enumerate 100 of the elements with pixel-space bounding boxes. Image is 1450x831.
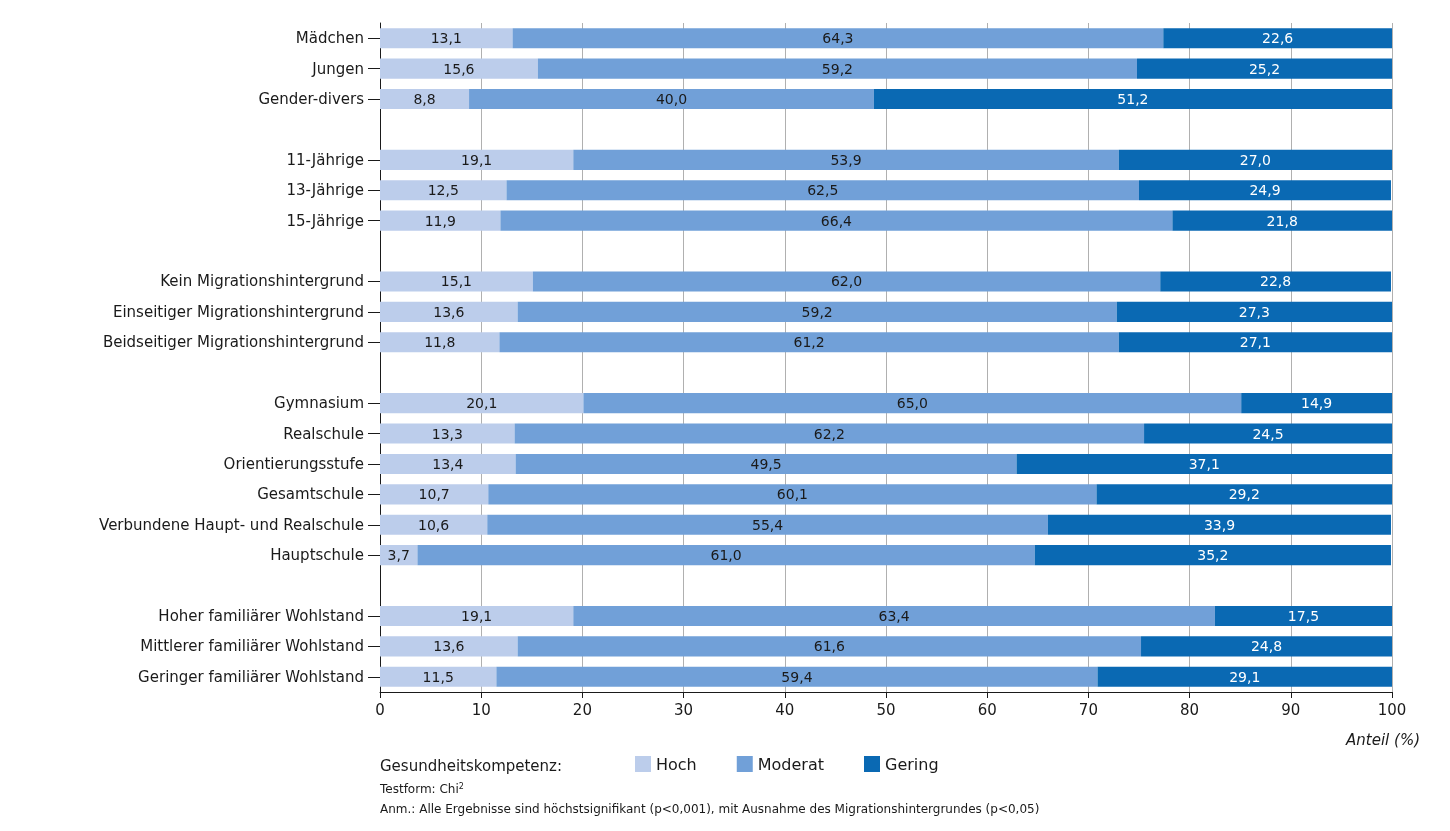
data-label: 27,1 <box>1239 334 1271 351</box>
bar <box>1144 423 1392 444</box>
data-label: 62,0 <box>830 273 863 290</box>
data-label: 11,9 <box>424 212 456 229</box>
bar <box>537 58 1137 79</box>
bar <box>1047 514 1391 535</box>
bar <box>517 636 1142 657</box>
data-label: 14,9 <box>1301 395 1333 412</box>
data-label: 19,1 <box>461 151 493 168</box>
data-label: 37,1 <box>1188 455 1220 472</box>
bar <box>515 453 1017 474</box>
bar <box>1172 210 1392 231</box>
data-label: 61,6 <box>813 638 846 655</box>
data-label: 66,4 <box>820 212 853 229</box>
bar <box>1160 271 1391 292</box>
data-label: 61,2 <box>793 334 825 351</box>
bar <box>573 149 1119 170</box>
y-tick-label: Geringer familiärer Wohlstand <box>138 667 364 686</box>
bar <box>380 210 501 231</box>
data-label: 27,3 <box>1238 303 1270 320</box>
bar <box>380 636 518 657</box>
bar <box>380 28 513 49</box>
x-axis-title: Anteil (%) <box>1345 730 1421 749</box>
data-label: 13,3 <box>431 425 463 442</box>
x-tick-label: 100 <box>1377 700 1407 719</box>
bar <box>380 271 533 292</box>
bar <box>1141 636 1392 657</box>
data-label: 13,4 <box>432 455 464 472</box>
data-label: 8,8 <box>413 91 436 108</box>
data-label: 59,2 <box>801 303 833 320</box>
x-tick-label: 40 <box>775 700 795 719</box>
data-label: 24,5 <box>1252 425 1284 442</box>
bar <box>1214 605 1392 627</box>
bar <box>417 545 1035 566</box>
data-label: 11,5 <box>422 668 454 685</box>
x-tick-label: 90 <box>1281 700 1301 719</box>
legend-title: Gesundheitskompetenz: <box>380 756 563 775</box>
bar <box>380 332 500 353</box>
data-label: 15,6 <box>443 60 475 77</box>
data-label: 59,4 <box>781 668 813 685</box>
bar <box>380 423 515 444</box>
x-tick-label: 30 <box>674 700 694 719</box>
data-label: 21,8 <box>1266 212 1298 229</box>
bar <box>1096 484 1392 505</box>
bar <box>496 666 1098 687</box>
y-tick-label: Gesamtschule <box>257 485 364 504</box>
legend-label: Hoch <box>656 754 697 774</box>
bar <box>506 180 1139 201</box>
data-label: 62,2 <box>813 425 845 442</box>
bar <box>380 88 470 110</box>
bar <box>517 301 1117 322</box>
bar <box>1097 666 1392 687</box>
y-tick-label: 15-Jährige <box>286 211 364 230</box>
bar <box>512 28 1164 49</box>
bar <box>500 210 1173 231</box>
y-tick-label: Gymnasium <box>274 394 364 413</box>
data-label: 59,2 <box>821 60 854 77</box>
data-label: 29,1 <box>1229 668 1261 685</box>
x-tick-label: 20 <box>572 700 592 719</box>
y-tick-label: Mittlerer familiärer Wohlstand <box>140 637 364 656</box>
y-tick-label: 13-Jährige <box>286 181 364 200</box>
x-tick-label: 80 <box>1180 700 1200 719</box>
bar <box>380 453 516 474</box>
data-label: 12,5 <box>427 182 459 199</box>
data-label: 24,8 <box>1250 638 1283 655</box>
data-label: 49,5 <box>750 455 782 472</box>
bar <box>1163 28 1392 49</box>
bar <box>532 271 1161 292</box>
bar <box>514 423 1145 444</box>
bar <box>380 666 497 687</box>
data-label: 40,0 <box>655 91 688 108</box>
data-label: 13,1 <box>430 30 462 47</box>
text: Anm.: Alle Ergebnisse sind höchstsignifikant (p<0,001), mit Ausnahme des Migrationshintergrundes (p<0,05) <box>380 802 1040 816</box>
y-tick-label: Hoher familiärer Wohlstand <box>158 606 364 625</box>
bar <box>573 605 1215 627</box>
data-label: 64,3 <box>822 30 854 47</box>
data-label: 55,4 <box>752 516 784 533</box>
bar <box>380 514 488 535</box>
bar <box>380 301 518 322</box>
data-label: 29,2 <box>1228 486 1260 503</box>
x-tick-label: 50 <box>876 700 896 719</box>
x-tick-label: 10 <box>471 700 491 719</box>
bar <box>380 393 584 414</box>
data-label: 11,8 <box>424 334 456 351</box>
data-label: 22,8 <box>1260 273 1292 290</box>
data-label: 3,7 <box>387 547 410 564</box>
data-label: 22,6 <box>1262 30 1294 47</box>
y-tick-label: Hauptschule <box>270 546 364 565</box>
bar <box>380 484 489 505</box>
y-tick-label: Gender-divers <box>258 90 365 109</box>
data-label: 25,2 <box>1248 60 1281 77</box>
bar <box>499 332 1119 353</box>
bar <box>1016 453 1392 474</box>
data-label: 65,0 <box>896 395 928 412</box>
bar <box>1241 393 1392 414</box>
data-label: 20,1 <box>466 395 498 412</box>
y-tick-label: Beidseitiger Migrationshintergrund <box>102 333 364 352</box>
data-label: 17,5 <box>1287 607 1320 624</box>
data-label: 13,6 <box>433 303 465 320</box>
y-tick-label: Kein Migrationshintergrund <box>160 272 364 291</box>
